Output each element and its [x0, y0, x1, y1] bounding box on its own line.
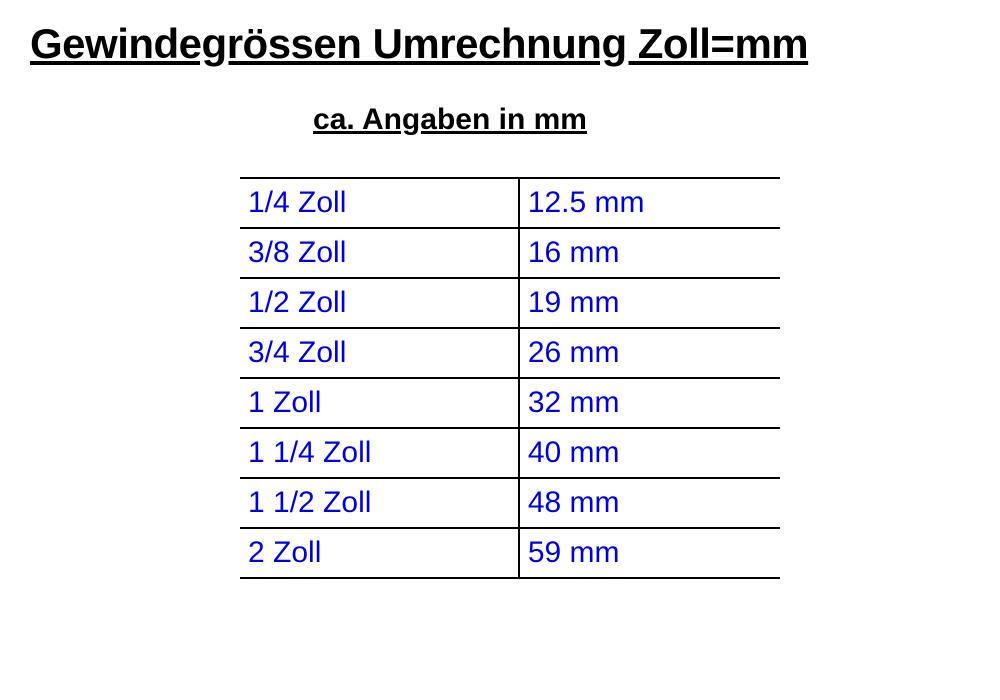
cell-mm: 40 mm	[519, 428, 780, 478]
cell-mm: 16 mm	[519, 228, 780, 278]
cell-zoll: 1 1/2 Zoll	[240, 478, 519, 528]
cell-mm: 32 mm	[519, 378, 780, 428]
cell-mm: 12.5 mm	[519, 178, 780, 228]
cell-zoll: 1 Zoll	[240, 378, 519, 428]
cell-zoll: 3/8 Zoll	[240, 228, 519, 278]
page-subtitle: ca. Angaben in mm	[0, 103, 970, 137]
table-row: 2 Zoll 59 mm	[240, 528, 780, 578]
cell-mm: 19 mm	[519, 278, 780, 328]
cell-zoll: 3/4 Zoll	[240, 328, 519, 378]
conversion-table-body: 1/4 Zoll 12.5 mm 3/8 Zoll 16 mm 1/2 Zoll…	[240, 178, 780, 578]
table-row: 3/4 Zoll 26 mm	[240, 328, 780, 378]
table-row: 1 Zoll 32 mm	[240, 378, 780, 428]
cell-zoll: 2 Zoll	[240, 528, 519, 578]
page-title: Gewindegrössen Umrechnung Zoll=mm	[30, 20, 970, 68]
cell-zoll: 1/4 Zoll	[240, 178, 519, 228]
table-row: 1 1/2 Zoll 48 mm	[240, 478, 780, 528]
cell-mm: 59 mm	[519, 528, 780, 578]
table-row: 1 1/4 Zoll 40 mm	[240, 428, 780, 478]
conversion-table: 1/4 Zoll 12.5 mm 3/8 Zoll 16 mm 1/2 Zoll…	[240, 177, 780, 579]
table-row: 1/2 Zoll 19 mm	[240, 278, 780, 328]
cell-zoll: 1 1/4 Zoll	[240, 428, 519, 478]
cell-mm: 48 mm	[519, 478, 780, 528]
cell-zoll: 1/2 Zoll	[240, 278, 519, 328]
cell-mm: 26 mm	[519, 328, 780, 378]
table-row: 3/8 Zoll 16 mm	[240, 228, 780, 278]
table-row: 1/4 Zoll 12.5 mm	[240, 178, 780, 228]
conversion-table-container: 1/4 Zoll 12.5 mm 3/8 Zoll 16 mm 1/2 Zoll…	[240, 177, 970, 579]
